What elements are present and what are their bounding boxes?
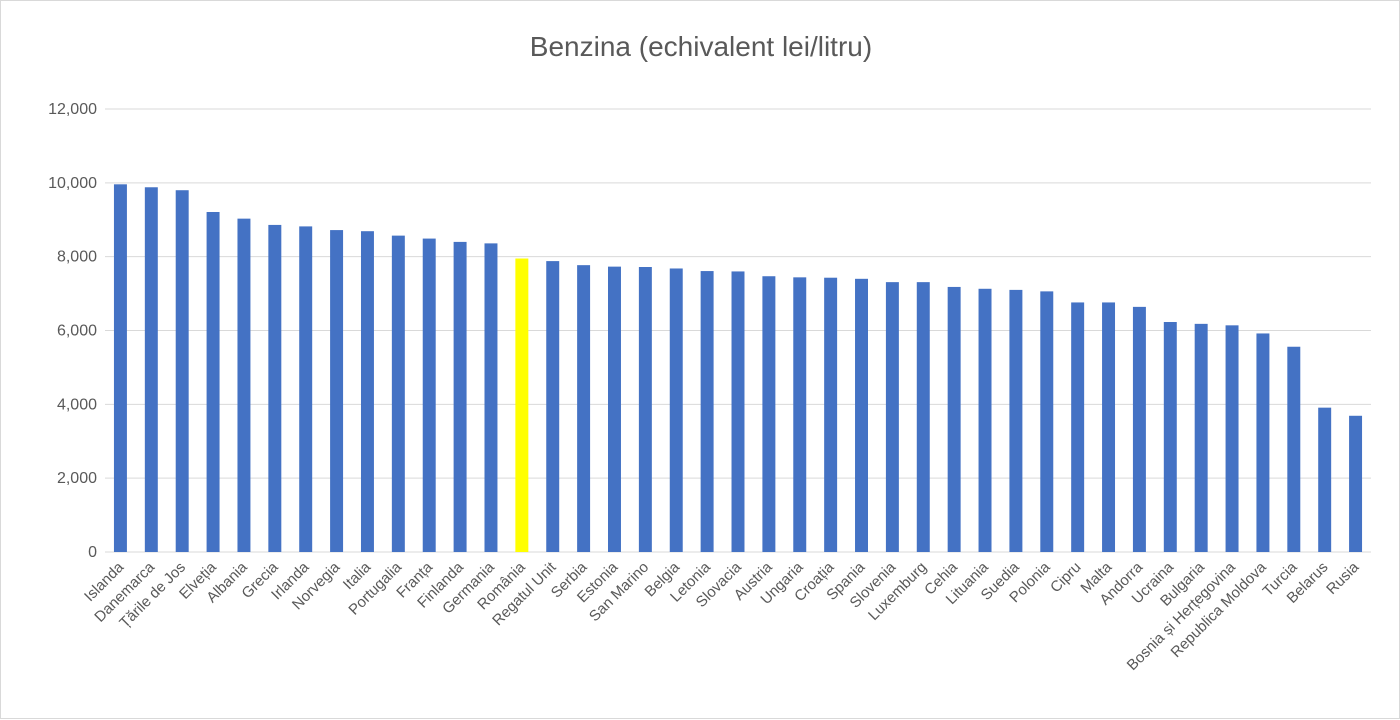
bar [1318, 407, 1332, 552]
bar [1163, 322, 1177, 552]
bar [731, 271, 745, 552]
y-tick-label: 6,000 [57, 323, 97, 340]
bar [206, 211, 220, 552]
bar [237, 218, 251, 552]
bar [700, 271, 714, 552]
bar [1071, 302, 1085, 552]
bar [824, 277, 838, 552]
bar [669, 268, 683, 552]
y-tick-label: 0 [88, 544, 97, 561]
y-tick-label: 2,000 [57, 470, 97, 487]
bar [1040, 291, 1054, 552]
bar [608, 266, 621, 552]
bar [1194, 323, 1208, 552]
bar [793, 277, 807, 552]
y-tick-label: 4,000 [57, 396, 97, 413]
y-tick-label: 8,000 [57, 249, 97, 266]
bar [762, 276, 776, 552]
bar [947, 286, 961, 552]
bar [453, 241, 467, 552]
bar [1225, 325, 1239, 552]
bar [638, 267, 652, 552]
bar [299, 226, 313, 552]
y-tick-label: 12,000 [48, 101, 97, 118]
bar [144, 187, 158, 552]
y-tick-label: 10,000 [48, 175, 97, 192]
bar [577, 265, 591, 552]
bar [391, 235, 405, 553]
bar [978, 288, 992, 552]
bar [855, 278, 868, 552]
bar [113, 184, 127, 552]
bar [268, 224, 282, 552]
x-tick-label: Cipru [1047, 559, 1084, 596]
bar [546, 261, 560, 552]
bar [515, 258, 529, 552]
bar [1102, 302, 1116, 552]
bar [1009, 289, 1023, 552]
bar [1256, 333, 1270, 552]
x-tick-label: Rusia [1323, 558, 1363, 598]
chart-title: Benzina (echivalent lei/litru) [529, 31, 873, 62]
bar [1132, 306, 1146, 552]
bar [484, 243, 498, 553]
bar [422, 238, 436, 552]
bar [885, 282, 899, 552]
bar [916, 282, 930, 552]
bar [360, 231, 374, 553]
bar [330, 230, 344, 552]
bar [175, 190, 189, 552]
bar [1349, 415, 1363, 552]
bar [1287, 346, 1301, 552]
